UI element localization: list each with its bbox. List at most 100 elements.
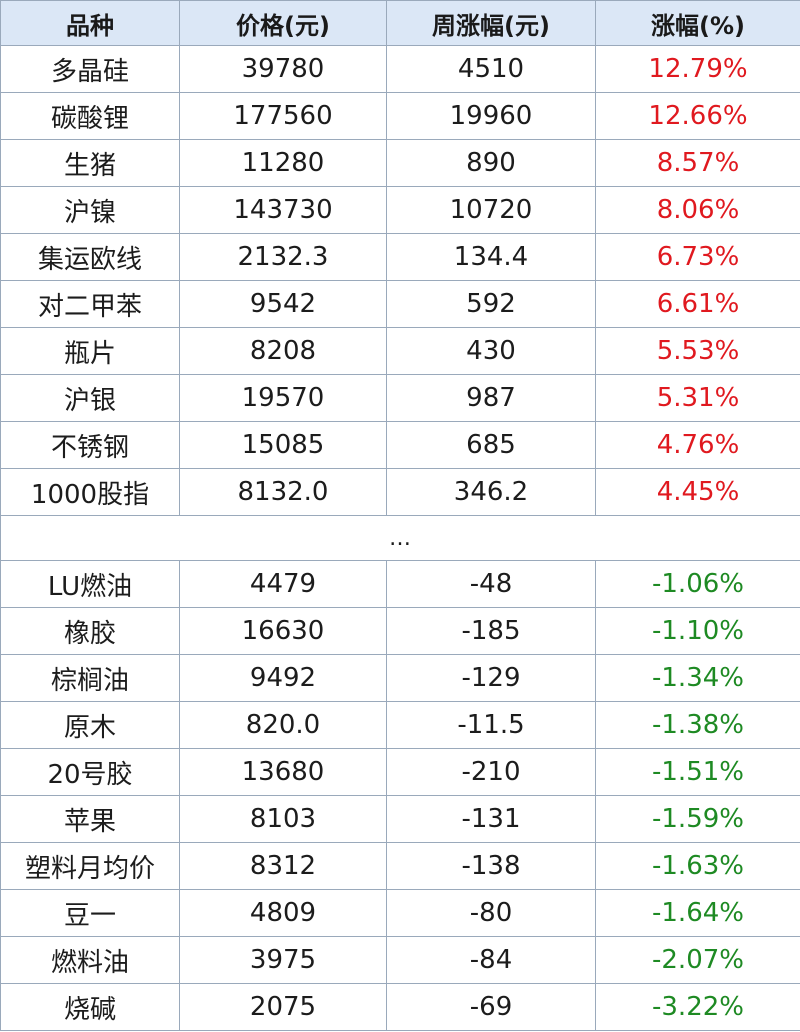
table-row: 原木 820.0 -11.5 -1.38% xyxy=(0,701,800,749)
cell-price: 2132.3 xyxy=(179,233,387,281)
cell-variety: 不锈钢 xyxy=(0,421,180,469)
cell-pct-change: 4.45% xyxy=(595,468,800,516)
header-price: 价格(元) xyxy=(179,0,387,46)
cell-variety: 20号胶 xyxy=(0,748,180,796)
cell-pct-change: 6.61% xyxy=(595,280,800,328)
table-row: 不锈钢 15085 685 4.76% xyxy=(0,421,800,469)
cell-weekly-change: -129 xyxy=(386,654,596,702)
table-row: 苹果 8103 -131 -1.59% xyxy=(0,795,800,843)
cell-weekly-change: 10720 xyxy=(386,186,596,234)
cell-pct-change: 6.73% xyxy=(595,233,800,281)
cell-pct-change: 4.76% xyxy=(595,421,800,469)
cell-price: 39780 xyxy=(179,45,387,93)
header-pct-change: 涨幅(%) xyxy=(595,0,800,46)
cell-pct-change: -1.51% xyxy=(595,748,800,796)
cell-price: 820.0 xyxy=(179,701,387,749)
cell-price: 8103 xyxy=(179,795,387,843)
cell-weekly-change: 19960 xyxy=(386,92,596,140)
table-row: 1000股指 8132.0 346.2 4.45% xyxy=(0,468,800,516)
cell-pct-change: -1.63% xyxy=(595,842,800,890)
cell-weekly-change: 987 xyxy=(386,374,596,422)
table-row: LU燃油 4479 -48 -1.06% xyxy=(0,560,800,608)
cell-weekly-change: -138 xyxy=(386,842,596,890)
cell-pct-change: -3.22% xyxy=(595,983,800,1031)
table-row: 20号胶 13680 -210 -1.51% xyxy=(0,748,800,796)
cell-price: 11280 xyxy=(179,139,387,187)
cell-variety: LU燃油 xyxy=(0,560,180,608)
cell-price: 8132.0 xyxy=(179,468,387,516)
cell-weekly-change: 134.4 xyxy=(386,233,596,281)
table-row: 对二甲苯 9542 592 6.61% xyxy=(0,280,800,328)
cell-variety: 塑料月均价 xyxy=(0,842,180,890)
cell-variety: 集运欧线 xyxy=(0,233,180,281)
cell-price: 8208 xyxy=(179,327,387,375)
cell-variety: 对二甲苯 xyxy=(0,280,180,328)
cell-price: 177560 xyxy=(179,92,387,140)
cell-weekly-change: 430 xyxy=(386,327,596,375)
cell-pct-change: -1.59% xyxy=(595,795,800,843)
cell-pct-change: 5.53% xyxy=(595,327,800,375)
cell-price: 9542 xyxy=(179,280,387,328)
cell-variety: 苹果 xyxy=(0,795,180,843)
cell-price: 9492 xyxy=(179,654,387,702)
cell-price: 13680 xyxy=(179,748,387,796)
cell-variety: 瓶片 xyxy=(0,327,180,375)
cell-variety: 燃料油 xyxy=(0,936,180,984)
ellipsis-separator: … xyxy=(0,515,800,561)
cell-weekly-change: -185 xyxy=(386,607,596,655)
cell-price: 2075 xyxy=(179,983,387,1031)
cell-weekly-change: 346.2 xyxy=(386,468,596,516)
cell-pct-change: 12.66% xyxy=(595,92,800,140)
cell-pct-change: -1.10% xyxy=(595,607,800,655)
header-weekly-change: 周涨幅(元) xyxy=(386,0,596,46)
header-variety: 品种 xyxy=(0,0,180,46)
cell-variety: 多晶硅 xyxy=(0,45,180,93)
cell-price: 15085 xyxy=(179,421,387,469)
cell-variety: 1000股指 xyxy=(0,468,180,516)
ellipsis-row: … xyxy=(0,515,800,561)
cell-pct-change: 5.31% xyxy=(595,374,800,422)
cell-variety: 沪银 xyxy=(0,374,180,422)
cell-variety: 碳酸锂 xyxy=(0,92,180,140)
cell-weekly-change: 890 xyxy=(386,139,596,187)
cell-variety: 沪镍 xyxy=(0,186,180,234)
cell-variety: 烧碱 xyxy=(0,983,180,1031)
header-row: 品种 价格(元) 周涨幅(元) 涨幅(%) xyxy=(0,0,800,46)
cell-weekly-change: -131 xyxy=(386,795,596,843)
cell-weekly-change: 685 xyxy=(386,421,596,469)
cell-price: 19570 xyxy=(179,374,387,422)
table-header: 品种 价格(元) 周涨幅(元) 涨幅(%) xyxy=(0,0,800,46)
cell-variety: 橡胶 xyxy=(0,607,180,655)
cell-variety: 原木 xyxy=(0,701,180,749)
cell-weekly-change: -11.5 xyxy=(386,701,596,749)
table-row: 豆一 4809 -80 -1.64% xyxy=(0,889,800,937)
cell-weekly-change: -84 xyxy=(386,936,596,984)
cell-price: 4479 xyxy=(179,560,387,608)
table-row: 塑料月均价 8312 -138 -1.63% xyxy=(0,842,800,890)
cell-weekly-change: -69 xyxy=(386,983,596,1031)
cell-pct-change: -1.38% xyxy=(595,701,800,749)
cell-variety: 棕榈油 xyxy=(0,654,180,702)
cell-weekly-change: -48 xyxy=(386,560,596,608)
cell-pct-change: -1.34% xyxy=(595,654,800,702)
table-body: 多晶硅 39780 4510 12.79% 碳酸锂 177560 19960 1… xyxy=(0,45,800,1031)
cell-variety: 豆一 xyxy=(0,889,180,937)
table-row: 燃料油 3975 -84 -2.07% xyxy=(0,936,800,984)
cell-price: 4809 xyxy=(179,889,387,937)
cell-pct-change: 8.57% xyxy=(595,139,800,187)
table-row: 多晶硅 39780 4510 12.79% xyxy=(0,45,800,93)
cell-weekly-change: -80 xyxy=(386,889,596,937)
cell-weekly-change: 4510 xyxy=(386,45,596,93)
cell-pct-change: 12.79% xyxy=(595,45,800,93)
cell-price: 16630 xyxy=(179,607,387,655)
table-row: 烧碱 2075 -69 -3.22% xyxy=(0,983,800,1031)
cell-variety: 生猪 xyxy=(0,139,180,187)
table-row: 瓶片 8208 430 5.53% xyxy=(0,327,800,375)
table-row: 沪镍 143730 10720 8.06% xyxy=(0,186,800,234)
cell-pct-change: -1.06% xyxy=(595,560,800,608)
cell-weekly-change: 592 xyxy=(386,280,596,328)
cell-pct-change: 8.06% xyxy=(595,186,800,234)
cell-price: 3975 xyxy=(179,936,387,984)
